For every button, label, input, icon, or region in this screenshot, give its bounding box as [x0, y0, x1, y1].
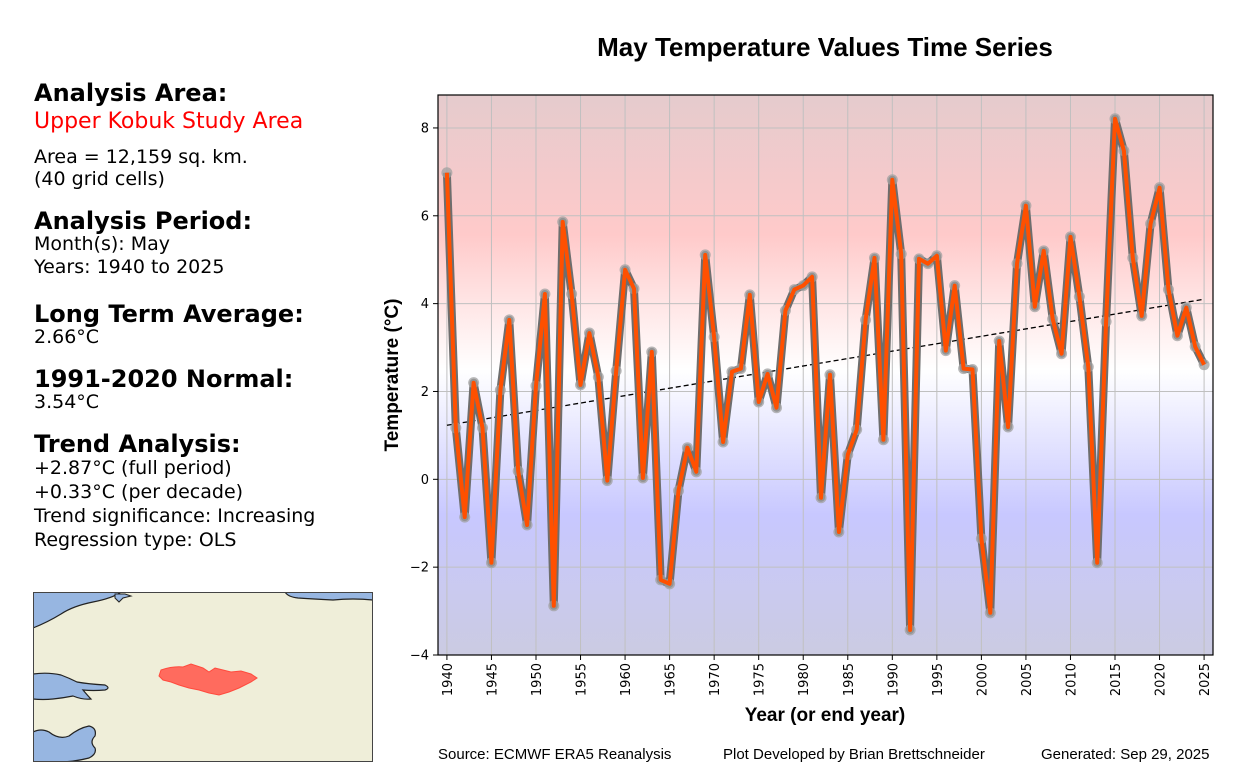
area-size: Area = 12,159 sq. km. — [34, 146, 248, 168]
x-tick-label: 2025 — [1198, 663, 1213, 696]
footer-source: Source: ECMWF ERA5 Reanalysis — [438, 746, 672, 763]
study-area-map — [33, 592, 373, 762]
footer-developer: Plot Developed by Brian Brettschneider — [723, 746, 985, 763]
y-tick-label: 2 — [421, 385, 429, 400]
y-tick-label: 6 — [421, 209, 429, 224]
x-tick-label: 2020 — [1154, 663, 1169, 696]
map-frame — [33, 592, 373, 762]
x-axis-label: Year (or end year) — [745, 705, 906, 726]
years: Years: 1940 to 2025 — [34, 256, 225, 278]
chart-title: May Temperature Values Time Series — [597, 32, 1053, 62]
analysis-period-heading: Analysis Period: — [34, 207, 253, 235]
x-tick-label: 1950 — [530, 663, 545, 696]
x-tick-label: 2010 — [1064, 663, 1079, 696]
grid-cells: (40 grid cells) — [34, 168, 165, 190]
regression-type: Regression type: OLS — [34, 529, 237, 551]
normal-heading: 1991-2020 Normal: — [34, 365, 294, 393]
x-tick-label: 1990 — [886, 663, 901, 696]
x-tick-label: 1980 — [797, 663, 812, 696]
normal-value: 3.54°C — [34, 391, 100, 413]
y-tick-label: 4 — [421, 297, 429, 312]
map-water-kotzebue — [33, 672, 109, 701]
x-tick-label: 1940 — [441, 663, 456, 696]
x-tick-label: 1960 — [619, 663, 634, 696]
area-name: Upper Kobuk Study Area — [34, 109, 304, 134]
map-water-inlet — [114, 593, 133, 603]
map-water-northeast — [284, 592, 373, 601]
y-tick-label: −2 — [410, 561, 429, 576]
long-term-avg-value: 2.66°C — [34, 326, 100, 348]
map-water-southwest — [33, 725, 96, 762]
long-term-avg-heading: Long Term Average: — [34, 300, 304, 328]
x-tick-label: 2000 — [975, 663, 990, 696]
trend-full: +2.87°C (full period) — [34, 457, 232, 479]
x-tick-label: 1965 — [664, 663, 679, 696]
x-tick-label: 2015 — [1109, 663, 1124, 696]
x-tick-label: 2005 — [1020, 663, 1035, 696]
x-tick-label: 1955 — [575, 663, 590, 696]
map-water-northwest — [33, 592, 123, 629]
trend-significance: Trend significance: Increasing — [34, 505, 316, 527]
y-axis-label: Temperature (°C) — [382, 299, 403, 452]
series-line — [444, 116, 1206, 632]
months: Month(s): May — [34, 233, 170, 255]
y-tick-label: 0 — [421, 473, 429, 488]
y-tick-label: −4 — [410, 649, 429, 664]
x-tick-label: 1945 — [485, 663, 500, 696]
x-tick-label: 1975 — [753, 663, 768, 696]
x-tick-label: 1995 — [931, 663, 946, 696]
trend-decade: +0.33°C (per decade) — [34, 481, 244, 503]
y-tick-label: 8 — [421, 121, 429, 136]
trend-heading: Trend Analysis: — [34, 430, 241, 458]
analysis-area-heading: Analysis Area: — [34, 79, 228, 107]
map-study-area — [158, 663, 258, 696]
x-tick-label: 1985 — [842, 663, 857, 696]
plot-frame — [437, 94, 1214, 656]
x-tick-label: 1970 — [708, 663, 723, 696]
footer-generated: Generated: Sep 29, 2025 — [1041, 746, 1210, 763]
